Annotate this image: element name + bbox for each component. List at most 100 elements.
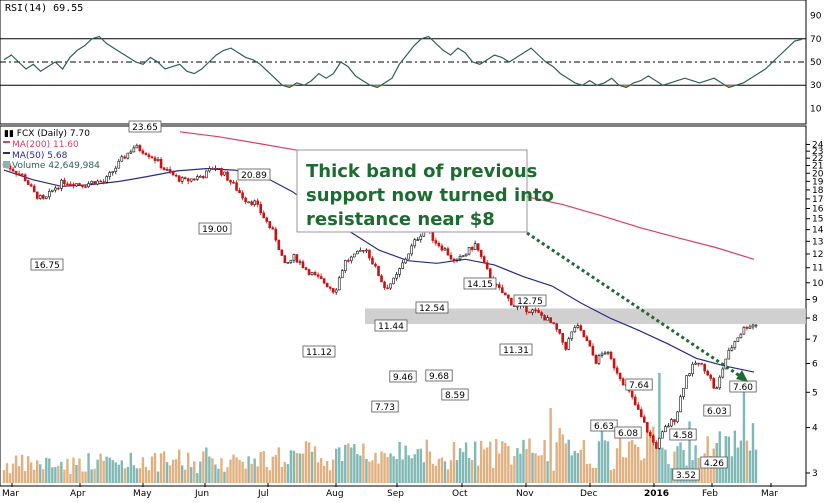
- volume-bar: [78, 458, 81, 483]
- candle-body: [528, 311, 531, 314]
- candle-body: [676, 411, 679, 423]
- candle-body: [298, 261, 302, 264]
- candle-body: [51, 189, 54, 192]
- candle-body: [286, 262, 290, 264]
- candle-body: [431, 231, 435, 241]
- volume-bar: [733, 430, 737, 483]
- annotation-line-1: Thick band of previous: [306, 161, 537, 182]
- volume-bar: [591, 467, 595, 483]
- volume-bar: [72, 457, 75, 483]
- candle-body: [283, 255, 287, 264]
- candle-body: [66, 183, 69, 186]
- volume-bar: [159, 453, 163, 483]
- candle-body: [138, 145, 142, 152]
- candle-body: [501, 287, 504, 294]
- volume-bar: [437, 458, 441, 483]
- volume-bar: [646, 432, 649, 483]
- candle-body: [609, 351, 613, 359]
- candle-body: [277, 239, 281, 251]
- volume-bar: [606, 441, 610, 483]
- price-labels: 23.65 20.89 19.00 16.75 14.15 12.75 12.54 11.44…: [30, 120, 757, 481]
- candle-body: [467, 246, 471, 255]
- volume-bar: [17, 466, 21, 483]
- candle-body: [132, 147, 136, 153]
- candle-body: [232, 181, 235, 184]
- volume-bar: [510, 464, 513, 483]
- candle-body: [365, 249, 368, 252]
- rsi-line: [3, 35, 803, 89]
- volume-bar: [618, 434, 622, 483]
- volume-bar: [217, 468, 220, 483]
- candle-body: [458, 256, 462, 260]
- volume-bar: [519, 453, 522, 483]
- candle-body: [256, 200, 259, 205]
- candle-body: [271, 227, 275, 230]
- volume-bar: [537, 455, 540, 483]
- candle-body: [507, 294, 510, 299]
- candle-body: [685, 375, 688, 389]
- candle-body: [736, 337, 740, 342]
- candle-body: [413, 239, 417, 247]
- volume-bar: [277, 447, 281, 483]
- candle-body: [105, 176, 108, 183]
- candle-body: [32, 185, 36, 193]
- candle-body: [126, 152, 130, 159]
- volume-bar: [513, 455, 516, 483]
- candle-body: [534, 309, 537, 312]
- rsi-tick-label: 30: [810, 81, 822, 91]
- volume-bar: [123, 468, 127, 483]
- volume-bar: [727, 436, 731, 483]
- candle-body: [147, 154, 151, 158]
- candle-body: [404, 258, 407, 264]
- candle-body: [313, 272, 317, 276]
- volume-bar: [522, 439, 525, 483]
- price-label-text: 4.58: [673, 431, 693, 441]
- volume-bar: [196, 473, 199, 483]
- volume-bar: [404, 445, 407, 483]
- candle-body: [129, 151, 133, 154]
- candle-body: [328, 286, 332, 289]
- volume-bar: [14, 455, 18, 483]
- candle-body: [546, 317, 549, 321]
- price-label-box: [371, 400, 399, 413]
- price-tick-label: 10: [812, 279, 824, 289]
- legend-ma200-swatch: [3, 141, 10, 143]
- price-label-text: 9.68: [429, 372, 449, 382]
- candle-body: [579, 325, 583, 331]
- candle-body: [241, 192, 244, 199]
- rsi-panel: RSI(14) 69.55 90 70 50 30 10: [0, 0, 822, 125]
- candle-body: [476, 243, 480, 251]
- volume-bar: [528, 438, 531, 483]
- candle-body: [543, 315, 546, 321]
- legend-volume: Volume 42,649,984: [12, 161, 100, 171]
- candle-body: [410, 245, 414, 255]
- candle-body: [597, 355, 601, 364]
- volume-bar: [486, 447, 489, 483]
- volume-bar: [742, 388, 746, 483]
- volume-bar: [748, 450, 752, 483]
- volume-bar: [694, 445, 697, 483]
- candle-body: [171, 171, 175, 176]
- volume-bar: [552, 470, 555, 483]
- volume-bar: [229, 459, 232, 483]
- price-label-box: [30, 258, 64, 271]
- annotation-arrowhead: [736, 370, 748, 382]
- volume-bar: [105, 456, 108, 483]
- volume-bar: [374, 452, 377, 483]
- price-label-text: 23.65: [132, 123, 158, 133]
- x-tick-label: Mar: [761, 489, 778, 499]
- candle-body: [642, 416, 646, 423]
- candle-body: [540, 312, 543, 316]
- volume-bar: [504, 442, 507, 483]
- candle-body: [416, 239, 420, 241]
- candle-body: [60, 179, 63, 189]
- candle-body: [564, 342, 568, 350]
- volume-bar: [138, 468, 142, 483]
- candle-body: [688, 373, 691, 376]
- price-label-text: 9.46: [393, 373, 413, 383]
- candle-body: [591, 345, 595, 356]
- rsi-tick-label: 70: [810, 35, 822, 45]
- candle-body: [117, 160, 121, 169]
- candle-body: [211, 168, 214, 170]
